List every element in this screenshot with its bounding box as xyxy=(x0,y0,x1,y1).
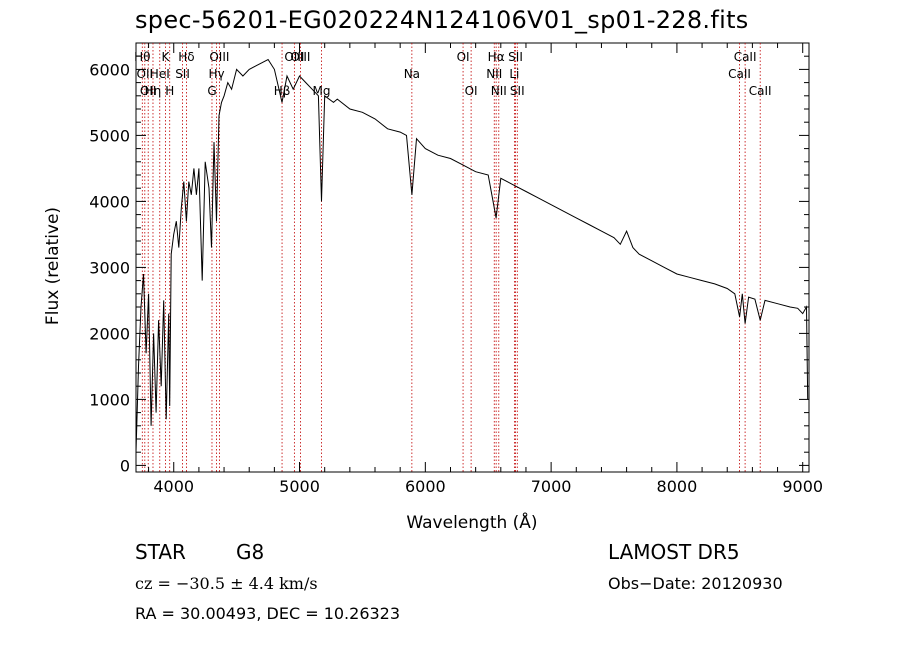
line-label: G xyxy=(207,84,216,98)
spectrum-series-line xyxy=(135,58,809,453)
line-label: OII xyxy=(137,67,154,81)
spectrum-file-title: spec-56201-EG020224N124106V01_sp01-228.f… xyxy=(135,6,749,34)
line-label: SII xyxy=(510,84,525,98)
y-tick-label: 3000 xyxy=(89,258,130,277)
plot-frame xyxy=(135,42,810,473)
object-subclass: G8 xyxy=(236,540,265,564)
line-label: Hγ xyxy=(208,67,224,81)
observation-date: Obs−Date: 20120930 xyxy=(608,574,783,593)
object-class: STAR xyxy=(135,540,186,564)
line-label: NII xyxy=(491,84,507,98)
x-tick-label: 9000 xyxy=(782,477,823,496)
y-tick-label: 6000 xyxy=(89,60,130,79)
line-label: OI xyxy=(457,50,470,64)
y-tick-label: 5000 xyxy=(89,126,130,145)
line-label: CaII xyxy=(749,84,772,98)
coordinates: RA = 30.00493, DEC = 10.26323 xyxy=(135,604,401,623)
line-label: SII xyxy=(175,67,190,81)
line-label: OIII xyxy=(284,50,304,64)
line-label: Hη xyxy=(145,84,162,98)
x-axis-label: Wavelength (Å) xyxy=(406,511,537,533)
y-tick-label: 0 xyxy=(120,456,130,475)
x-tick-label: 5000 xyxy=(279,477,320,496)
line-label: Hδ xyxy=(178,50,194,64)
survey-name: LAMOST DR5 xyxy=(608,540,740,564)
line-label: Hθ xyxy=(134,50,150,64)
line-label: NII xyxy=(486,67,502,81)
x-tick-label: 7000 xyxy=(531,477,572,496)
line-label: Na xyxy=(404,67,420,81)
y-tick-label: 2000 xyxy=(89,324,130,343)
line-label: Li xyxy=(509,67,519,81)
x-tick-label: 8000 xyxy=(657,477,698,496)
y-axis-label: Flux (relative) xyxy=(43,207,63,325)
line-label: H xyxy=(165,84,174,98)
line-label: OII xyxy=(140,84,157,98)
line-label: Hβ xyxy=(274,84,291,98)
line-label: Mg xyxy=(313,84,331,98)
line-label: OIII xyxy=(290,50,310,64)
line-label: CaII xyxy=(734,50,757,64)
x-axis-ticks: 4000 5000 6000 7000 8000 9000 xyxy=(148,43,823,496)
line-label: HeI xyxy=(150,67,170,81)
y-tick-label: 4000 xyxy=(89,192,130,211)
redshift-velocity: cz = −30.5 ± 4.4 km/s xyxy=(135,574,318,593)
x-tick-label: 4000 xyxy=(153,477,194,496)
line-label: SII xyxy=(508,50,523,64)
y-axis-ticks: 0 1000 2000 3000 4000 5000 6000 xyxy=(89,55,809,475)
y-tick-label: 1000 xyxy=(89,390,130,409)
x-tick-label: 6000 xyxy=(405,477,446,496)
line-label: OIII xyxy=(209,50,229,64)
spectral-line-markers xyxy=(141,43,761,472)
line-label: CaII xyxy=(728,67,751,81)
line-label: OI xyxy=(465,84,478,98)
line-label: Hα xyxy=(488,50,505,64)
line-label: K xyxy=(161,50,170,64)
spectral-line-labels: HθOIIOIIHηHeIKHSIIHδGHγOIIIHβOIIIOIIIMgN… xyxy=(134,50,771,98)
